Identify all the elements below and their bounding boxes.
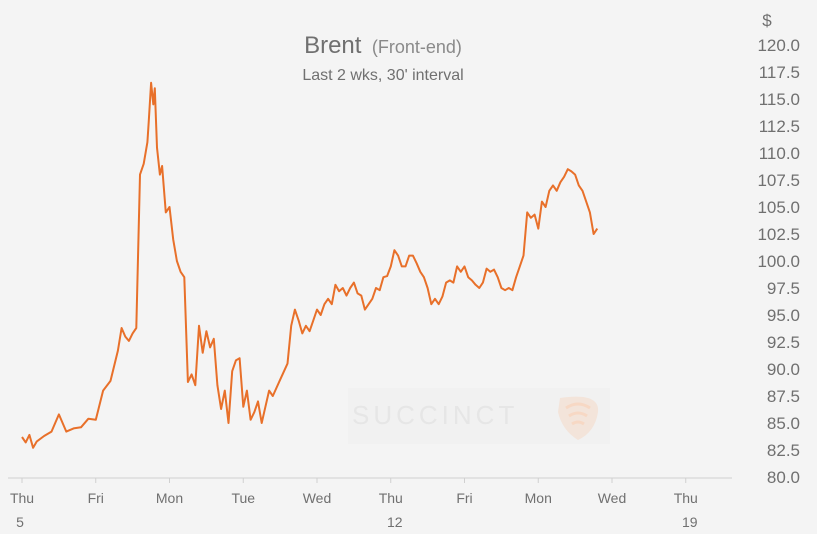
y-tick-label: 82.5 — [767, 441, 800, 460]
y-tick-label: 95.0 — [767, 306, 800, 325]
watermark-logo-icon — [558, 396, 599, 440]
y-tick-label: 85.0 — [767, 414, 800, 433]
y-tick-label: 97.5 — [767, 279, 800, 298]
y-axis-unit-label: $ — [762, 11, 772, 30]
y-tick-label: 105.0 — [757, 198, 800, 217]
watermark: SUCCINCT — [348, 388, 610, 444]
x-tick-date-label: 12 — [387, 514, 403, 530]
y-tick-label: 87.5 — [767, 387, 800, 406]
y-tick-label: 90.0 — [767, 360, 800, 379]
y-axis: 120.0 117.5 115.0 112.5 110.0 107.5 105.0 102.5… — [757, 36, 800, 487]
y-tick-label: 107.5 — [757, 171, 800, 190]
series-line-brent — [21, 81, 599, 449]
chart-title-main: Brent — [304, 32, 362, 59]
y-tick-label: 102.5 — [757, 225, 800, 244]
chart-title-suffix: (Front-end) — [372, 37, 462, 57]
x-tick-label: Wed — [303, 490, 332, 506]
y-tick-label: 117.5 — [759, 63, 800, 82]
x-tick-label: Fri — [88, 490, 104, 506]
x-tick-label: Mon — [156, 490, 183, 506]
chart-subtitle: Last 2 wks, 30' interval — [302, 67, 463, 84]
x-tick-date-label: 19 — [682, 514, 698, 530]
x-tick-label: Thu — [10, 490, 34, 506]
y-tick-label: 100.0 — [757, 252, 800, 271]
x-tick-label: Thu — [379, 490, 403, 506]
y-tick-label: 92.5 — [767, 333, 800, 352]
watermark-text: SUCCINCT — [352, 400, 518, 430]
x-tick-label: Thu — [674, 490, 698, 506]
y-tick-label: 110.0 — [759, 144, 800, 163]
x-tick-label: Mon — [525, 490, 552, 506]
y-tick-label: 112.5 — [759, 117, 800, 136]
y-tick-label: 120.0 — [757, 36, 800, 55]
x-tick-label: Fri — [456, 490, 472, 506]
y-tick-label: 115.0 — [759, 90, 800, 109]
x-tick-label: Wed — [598, 490, 627, 506]
chart-title: Brent (Front-end) — [304, 32, 462, 59]
x-tick-label: Tue — [231, 490, 255, 506]
x-tick-date-label: 5 — [16, 514, 24, 530]
x-axis: Thu 5 Fri Mon Tue Wed Thu 12 Fri Mon Wed Thu 19 — [10, 478, 698, 530]
y-tick-label: 80.0 — [767, 468, 800, 487]
